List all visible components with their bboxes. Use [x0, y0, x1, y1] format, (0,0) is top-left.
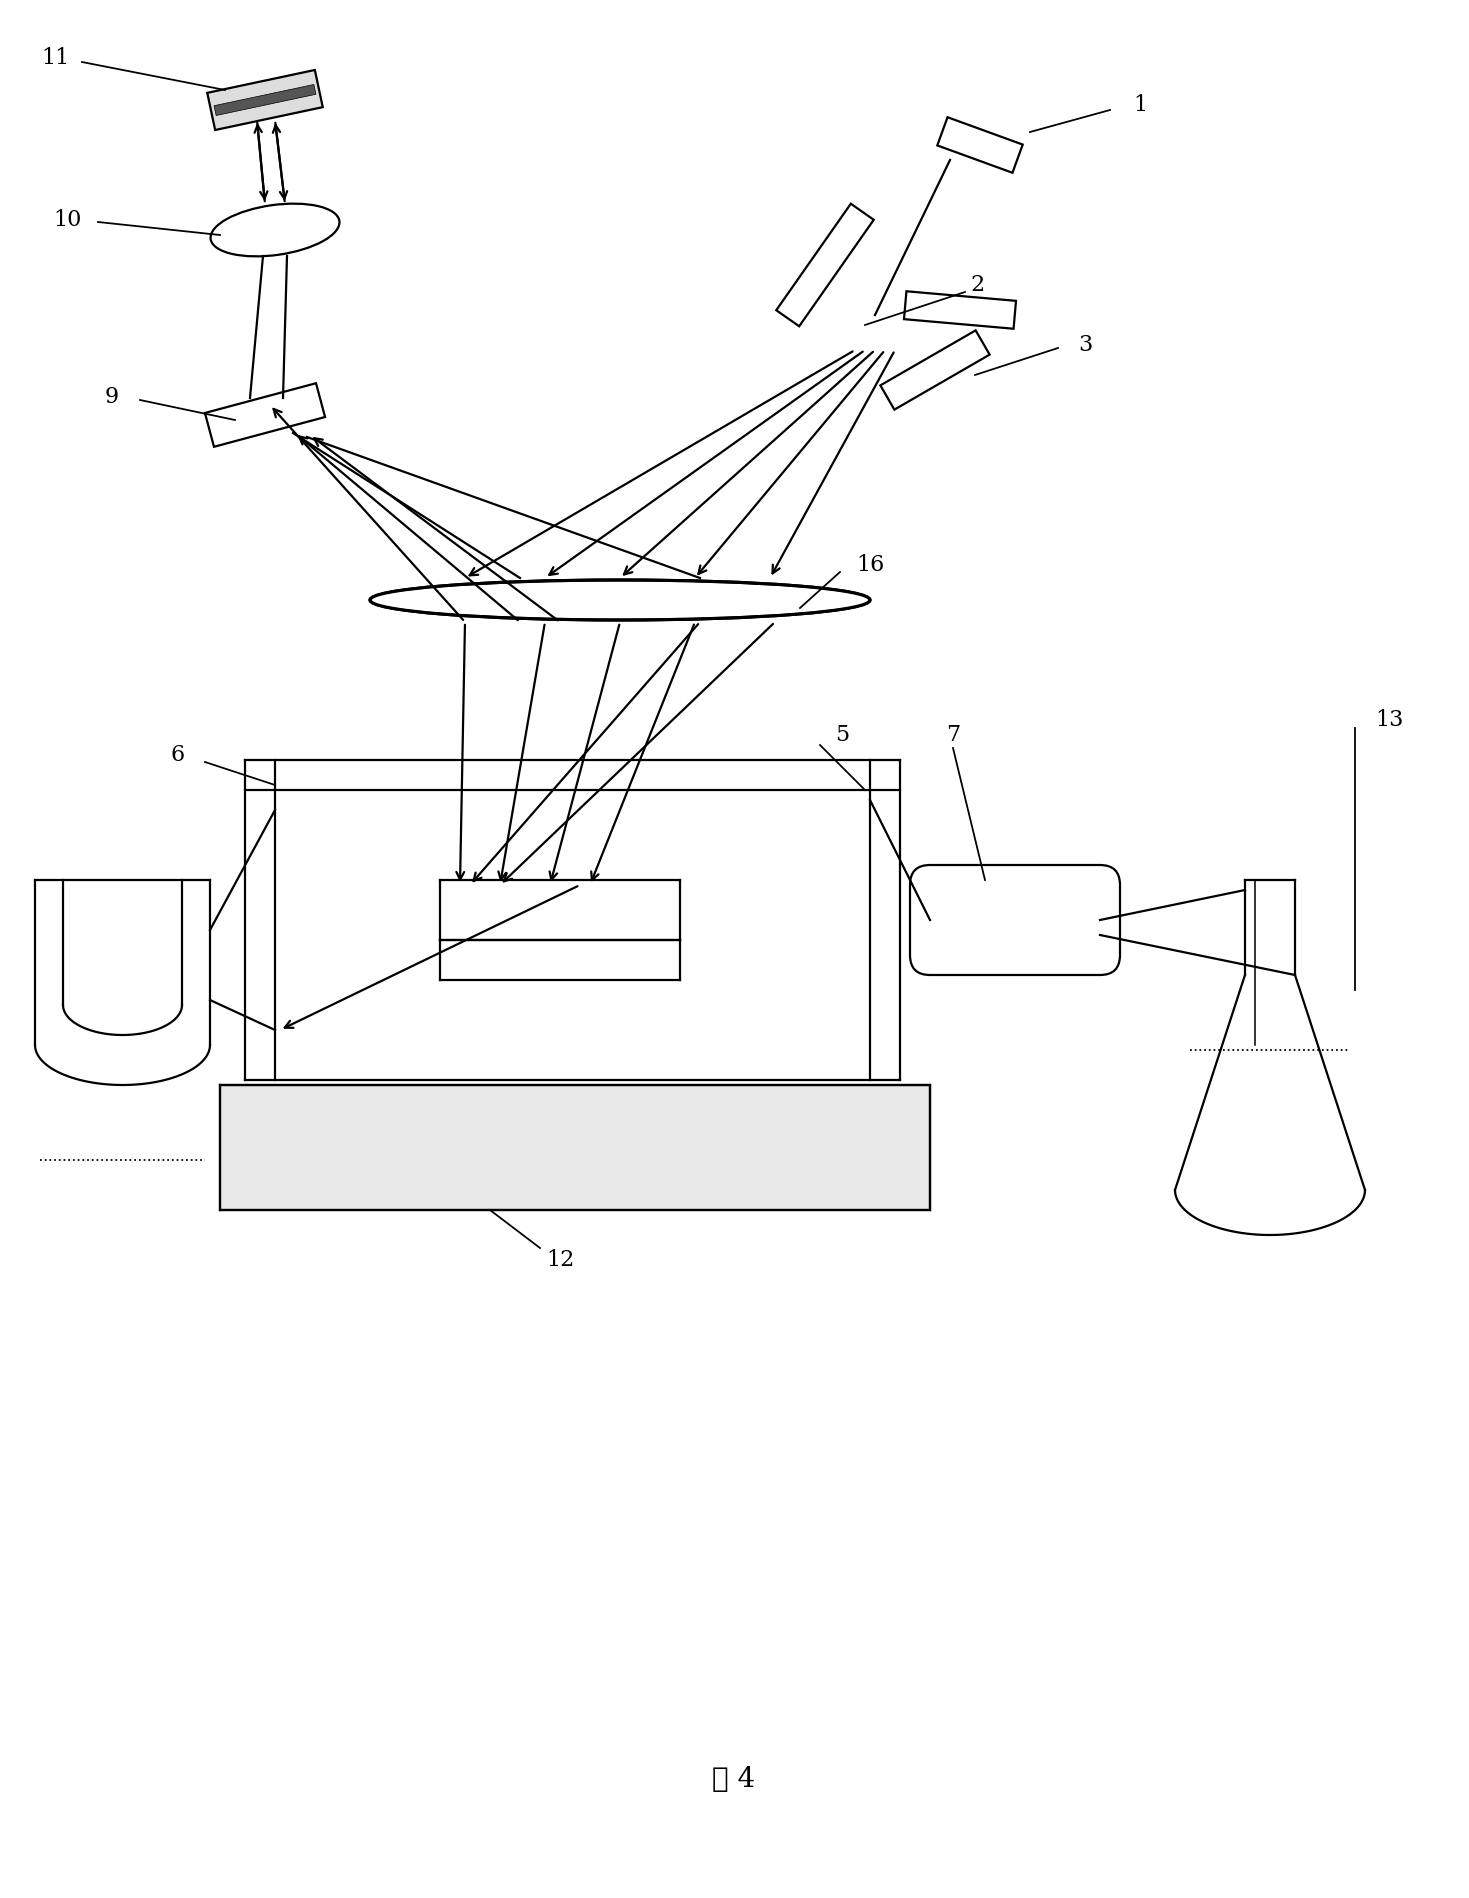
Text: 13: 13	[1376, 710, 1404, 731]
Text: 12: 12	[546, 1249, 574, 1272]
Text: 16: 16	[856, 554, 884, 575]
Text: 9: 9	[104, 385, 119, 408]
Polygon shape	[207, 70, 323, 131]
Text: 1: 1	[1133, 95, 1147, 116]
Text: 3: 3	[1078, 334, 1091, 357]
Polygon shape	[220, 1086, 930, 1211]
Text: 6: 6	[170, 744, 185, 767]
Ellipse shape	[372, 583, 868, 619]
Text: 11: 11	[41, 47, 69, 68]
Polygon shape	[214, 85, 316, 116]
Text: 2: 2	[971, 273, 986, 296]
Text: 5: 5	[834, 723, 849, 746]
Text: 图 4: 图 4	[712, 1767, 755, 1794]
Text: 7: 7	[946, 723, 961, 746]
Text: 10: 10	[54, 209, 82, 232]
